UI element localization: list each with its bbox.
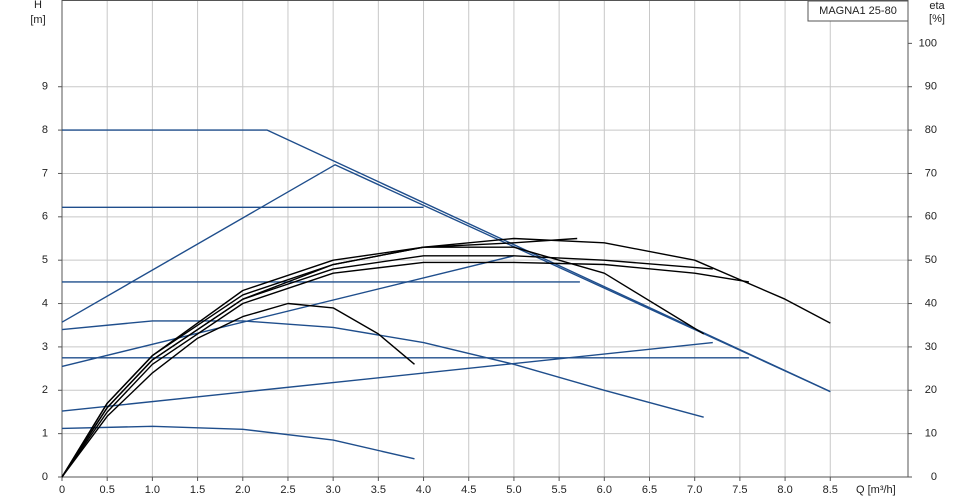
x-axis-label: Q [m³/h] — [856, 484, 896, 496]
x-tick-label: 5.5 — [551, 484, 566, 496]
y2-tick-label: 40 — [925, 297, 937, 309]
y2-tick-label: 10 — [925, 428, 937, 440]
y2-tick-label: 90 — [925, 81, 937, 93]
y2-tick-label: 20 — [925, 384, 937, 396]
y-tick-label: 5 — [42, 254, 48, 266]
x-tick-label: 3.5 — [371, 484, 386, 496]
y-tick-label: 3 — [42, 341, 48, 353]
y-tick-label: 2 — [42, 384, 48, 396]
y2-tick-label: 0 — [931, 471, 937, 483]
curve — [61, 164, 831, 393]
curve — [61, 302, 415, 478]
x-tick-label: 2.5 — [280, 484, 295, 496]
x-tick-label: 1.5 — [190, 484, 205, 496]
x-tick-label: 5.0 — [506, 484, 521, 496]
y2-axis-label: eta — [929, 0, 945, 12]
curve — [61, 341, 713, 412]
y2-tick-label: 80 — [925, 124, 937, 136]
y-tick-label: 9 — [42, 81, 48, 93]
x-tick-label: 6.0 — [597, 484, 612, 496]
curve — [61, 425, 415, 460]
x-tick-label: 7.5 — [732, 484, 747, 496]
y-tick-label: 7 — [42, 167, 48, 179]
curve — [61, 261, 750, 478]
curve — [61, 255, 515, 368]
curve — [61, 255, 713, 478]
curve — [61, 237, 578, 478]
y-tick-label: 6 — [42, 211, 48, 223]
y-axis-label: H — [34, 0, 42, 11]
y-axis-unit: [m] — [30, 14, 45, 26]
y-tick-label: 1 — [42, 428, 48, 440]
x-tick-label: 8.0 — [777, 484, 792, 496]
y-tick-label: 8 — [42, 124, 48, 136]
y2-tick-label: 30 — [925, 341, 937, 353]
y2-tick-label: 50 — [925, 254, 937, 266]
y2-axis-unit: [%] — [929, 13, 945, 25]
x-tick-label: 6.5 — [642, 484, 657, 496]
x-tick-label: 4.0 — [416, 484, 431, 496]
curve — [62, 129, 831, 393]
plot-frame — [61, 0, 909, 478]
x-tick-label: 3.0 — [326, 484, 341, 496]
x-tick-label: 0 — [59, 484, 65, 496]
y-tick-label: 4 — [42, 297, 48, 309]
chart-title: MAGNA1 25-80 — [819, 5, 897, 17]
x-tick-label: 4.5 — [461, 484, 476, 496]
x-tick-label: 8.5 — [823, 484, 838, 496]
y-tick-label: 0 — [42, 471, 48, 483]
y2-tick-label: 100 — [919, 37, 937, 49]
title-box — [807, 0, 909, 22]
y2-tick-label: 60 — [925, 211, 937, 223]
x-tick-label: 1.0 — [145, 484, 160, 496]
x-tick-label: 2.0 — [235, 484, 250, 496]
x-tick-label: 0.5 — [100, 484, 115, 496]
y2-tick-label: 70 — [925, 167, 937, 179]
curve — [61, 320, 704, 418]
x-tick-label: 7.0 — [687, 484, 702, 496]
